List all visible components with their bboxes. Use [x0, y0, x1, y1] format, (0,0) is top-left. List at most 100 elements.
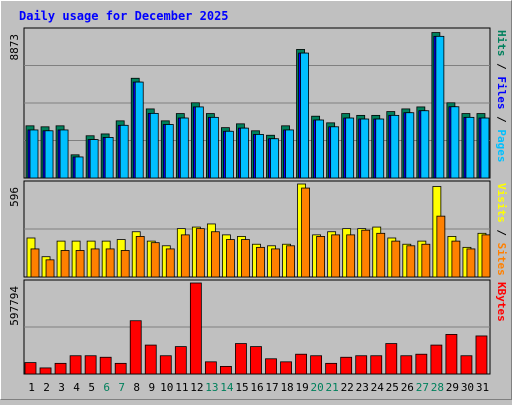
bar-sites-18: [286, 245, 295, 278]
bar-pages-22: [345, 117, 355, 179]
bar-sites-12: [195, 228, 205, 278]
bar-sites-30: [466, 248, 476, 278]
bar-kbytes-24: [370, 355, 383, 375]
bar-sites-22: [346, 234, 356, 278]
bar-pages-23: [360, 118, 370, 179]
bar-sites-31: [481, 234, 491, 278]
x-tick-label: 9: [148, 381, 155, 394]
bar-kbytes-5: [84, 355, 97, 375]
x-tick-label: 13: [205, 381, 218, 394]
bar-kbytes-31: [475, 335, 488, 375]
legend-sites: Sites: [495, 243, 508, 276]
bar-pages-7: [119, 124, 129, 179]
bar-pages-19: [300, 52, 309, 179]
bar-pages-28: [435, 35, 445, 179]
bar-pages-27: [420, 110, 430, 179]
bar-kbytes-1: [24, 362, 37, 375]
bar-kbytes-21: [325, 362, 338, 375]
bar-kbytes-25: [385, 343, 398, 375]
x-tick-label: 16: [250, 381, 263, 394]
x-tick-label: 2: [43, 381, 50, 394]
x-tick-label: 28: [431, 381, 444, 394]
bar-kbytes-3: [54, 362, 67, 375]
series-legend-hits-files-pages: Hits / Files / Pages: [495, 30, 508, 163]
bar-sites-8: [135, 236, 145, 278]
legend-kbytes: KBytes: [495, 282, 508, 322]
bar-sites-25: [391, 240, 401, 278]
bar-sites-28: [436, 215, 446, 278]
x-tick-label: 27: [416, 381, 429, 394]
bar-kbytes-23: [355, 355, 368, 375]
bar-kbytes-13: [204, 361, 217, 375]
bar-sites-20: [316, 236, 326, 278]
x-tick-label: 8: [133, 381, 140, 394]
legend-pages: Pages: [495, 129, 508, 162]
bar-sites-3: [60, 250, 70, 278]
bar-sites-2: [45, 259, 55, 278]
x-tick-label: 5: [88, 381, 95, 394]
bar-pages-8: [134, 81, 144, 179]
bar-pages-24: [375, 118, 385, 179]
bar-pages-21: [330, 126, 340, 179]
bar-sites-5: [90, 248, 100, 278]
bar-kbytes-15: [235, 343, 247, 375]
bar-kbytes-29: [445, 334, 458, 375]
bar-kbytes-18: [280, 361, 292, 375]
bar-kbytes-17: [265, 358, 277, 375]
bar-pages-29: [450, 106, 460, 179]
x-tick-label: 7: [118, 381, 125, 394]
x-tick-label: 21: [326, 381, 339, 394]
legend-files: Files: [495, 76, 508, 109]
bar-pages-18: [285, 129, 294, 179]
bar-kbytes-19: [295, 353, 307, 375]
bar-sites-27: [421, 243, 431, 278]
bar-pages-1: [29, 129, 39, 179]
x-tick-label: 31: [476, 381, 489, 394]
panel-max-label: 596: [8, 187, 21, 207]
x-tick-label: 19: [295, 381, 308, 394]
x-tick-label: 1: [28, 381, 35, 394]
x-tick-label: 24: [371, 381, 385, 394]
chart-title: Daily usage for December 2025: [19, 9, 229, 23]
bar-sites-29: [451, 240, 461, 278]
x-tick-label: 14: [220, 381, 234, 394]
x-tick-label: 17: [265, 381, 278, 394]
bar-pages-9: [149, 112, 159, 179]
x-tick-label: 26: [401, 381, 414, 394]
bar-kbytes-28: [430, 344, 443, 375]
bar-kbytes-2: [39, 367, 52, 375]
bar-sites-21: [331, 234, 341, 278]
bar-kbytes-16: [250, 346, 262, 375]
bar-sites-24: [376, 232, 386, 278]
bar-pages-2: [44, 130, 54, 179]
bar-pages-10: [164, 124, 174, 179]
bar-sites-26: [406, 245, 416, 278]
bar-sites-9: [150, 242, 160, 278]
bar-sites-17: [271, 248, 280, 278]
bar-pages-17: [270, 138, 279, 179]
bar-kbytes-26: [400, 355, 413, 375]
bar-pages-5: [89, 139, 99, 179]
bar-kbytes-30: [460, 355, 473, 375]
bar-pages-11: [179, 117, 189, 179]
bar-kbytes-4: [69, 355, 82, 375]
bar-kbytes-27: [415, 353, 428, 375]
panel-max-label: 597794: [8, 286, 21, 326]
bar-pages-6: [104, 137, 114, 179]
bar-pages-26: [405, 112, 415, 179]
x-tick-label: 10: [160, 381, 173, 394]
bar-kbytes-12: [189, 282, 202, 375]
bar-sites-4: [75, 250, 85, 278]
bar-kbytes-9: [144, 344, 157, 375]
bar-kbytes-10: [159, 355, 172, 375]
bar-sites-13: [210, 231, 220, 278]
x-tick-label: 30: [461, 381, 474, 394]
bar-sites-16: [256, 246, 265, 278]
bar-sites-10: [165, 248, 175, 278]
bar-sites-6: [105, 248, 115, 278]
bar-kbytes-11: [174, 346, 187, 375]
bar-kbytes-22: [340, 356, 353, 375]
